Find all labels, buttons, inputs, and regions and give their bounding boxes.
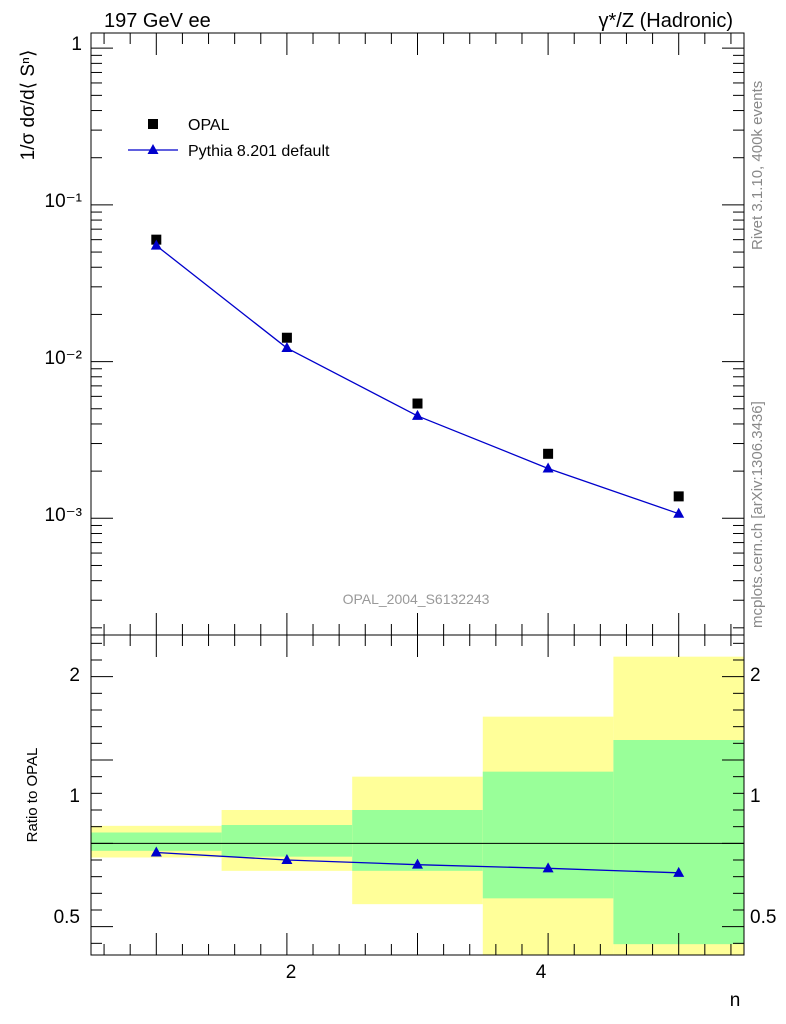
mc-point	[281, 342, 293, 353]
legend-data-marker	[148, 119, 158, 129]
ratio-y-axis-label: Ratio to OPAL	[24, 748, 41, 843]
legend: OPAL Pythia 8.201 default	[128, 117, 330, 160]
ratio-bands	[91, 656, 744, 955]
mc-point	[542, 462, 554, 473]
data-point	[673, 491, 684, 502]
ratio-ytick-label: 0.5	[54, 907, 80, 928]
mc-point	[150, 239, 162, 250]
header-right-title: γ*/Z (Hadronic)	[599, 10, 733, 32]
legend-data-label: OPAL	[188, 117, 230, 134]
ratio-band-inner	[91, 832, 222, 851]
ratio-mc-point	[150, 846, 162, 857]
data-point	[412, 398, 423, 409]
legend-mc-label: Pythia 8.201 default	[188, 143, 330, 160]
ratio-series	[150, 846, 685, 877]
ratio-band-inner	[613, 740, 744, 945]
xtick-label: 4	[536, 962, 547, 983]
header-left-title: 197 GeV ee	[104, 10, 211, 32]
main-y-axis-label: 1/σ dσ/d⟨ Sⁿ⟩	[18, 50, 39, 161]
legend-mc-marker	[147, 144, 159, 154]
ratio-band-inner	[221, 825, 353, 857]
ratio-mc-point	[673, 866, 685, 877]
ratio-mc-point	[281, 854, 293, 864]
side-text-rivet: Rivet 3.1.10, 400k events	[749, 81, 766, 250]
ratio-band-inner	[482, 771, 614, 899]
ratio-ytick-label-right: 1	[750, 786, 761, 807]
side-text-mcplots: mcplots.cern.ch [arXiv:1306.3436]	[749, 401, 766, 628]
axis-ticks	[91, 33, 744, 955]
mc-point	[673, 507, 685, 518]
main-ytick-label: 10⁻¹	[45, 191, 83, 212]
main-ytick-label: 10⁻³	[45, 505, 83, 526]
main-series	[150, 234, 685, 518]
main-ytick-label: 1	[71, 34, 82, 55]
ratio-mc-point	[542, 862, 554, 873]
analysis-watermark: OPAL_2004_S6132243	[343, 591, 490, 607]
xtick-label: 2	[286, 962, 297, 983]
ratio-mc-point	[412, 858, 423, 869]
data-point	[281, 332, 292, 343]
x-axis-label: n	[730, 990, 741, 1011]
ratio-ytick-label-right: 2	[750, 665, 761, 686]
data-point	[543, 448, 554, 459]
main-ytick-label: 10⁻²	[45, 348, 83, 369]
mc-line	[155, 245, 679, 515]
mc-point	[412, 409, 423, 420]
ratio-ytick-label-right: 0.5	[750, 907, 776, 928]
ratio-ytick-label: 2	[69, 665, 80, 686]
ratio-ytick-label: 1	[69, 786, 80, 807]
